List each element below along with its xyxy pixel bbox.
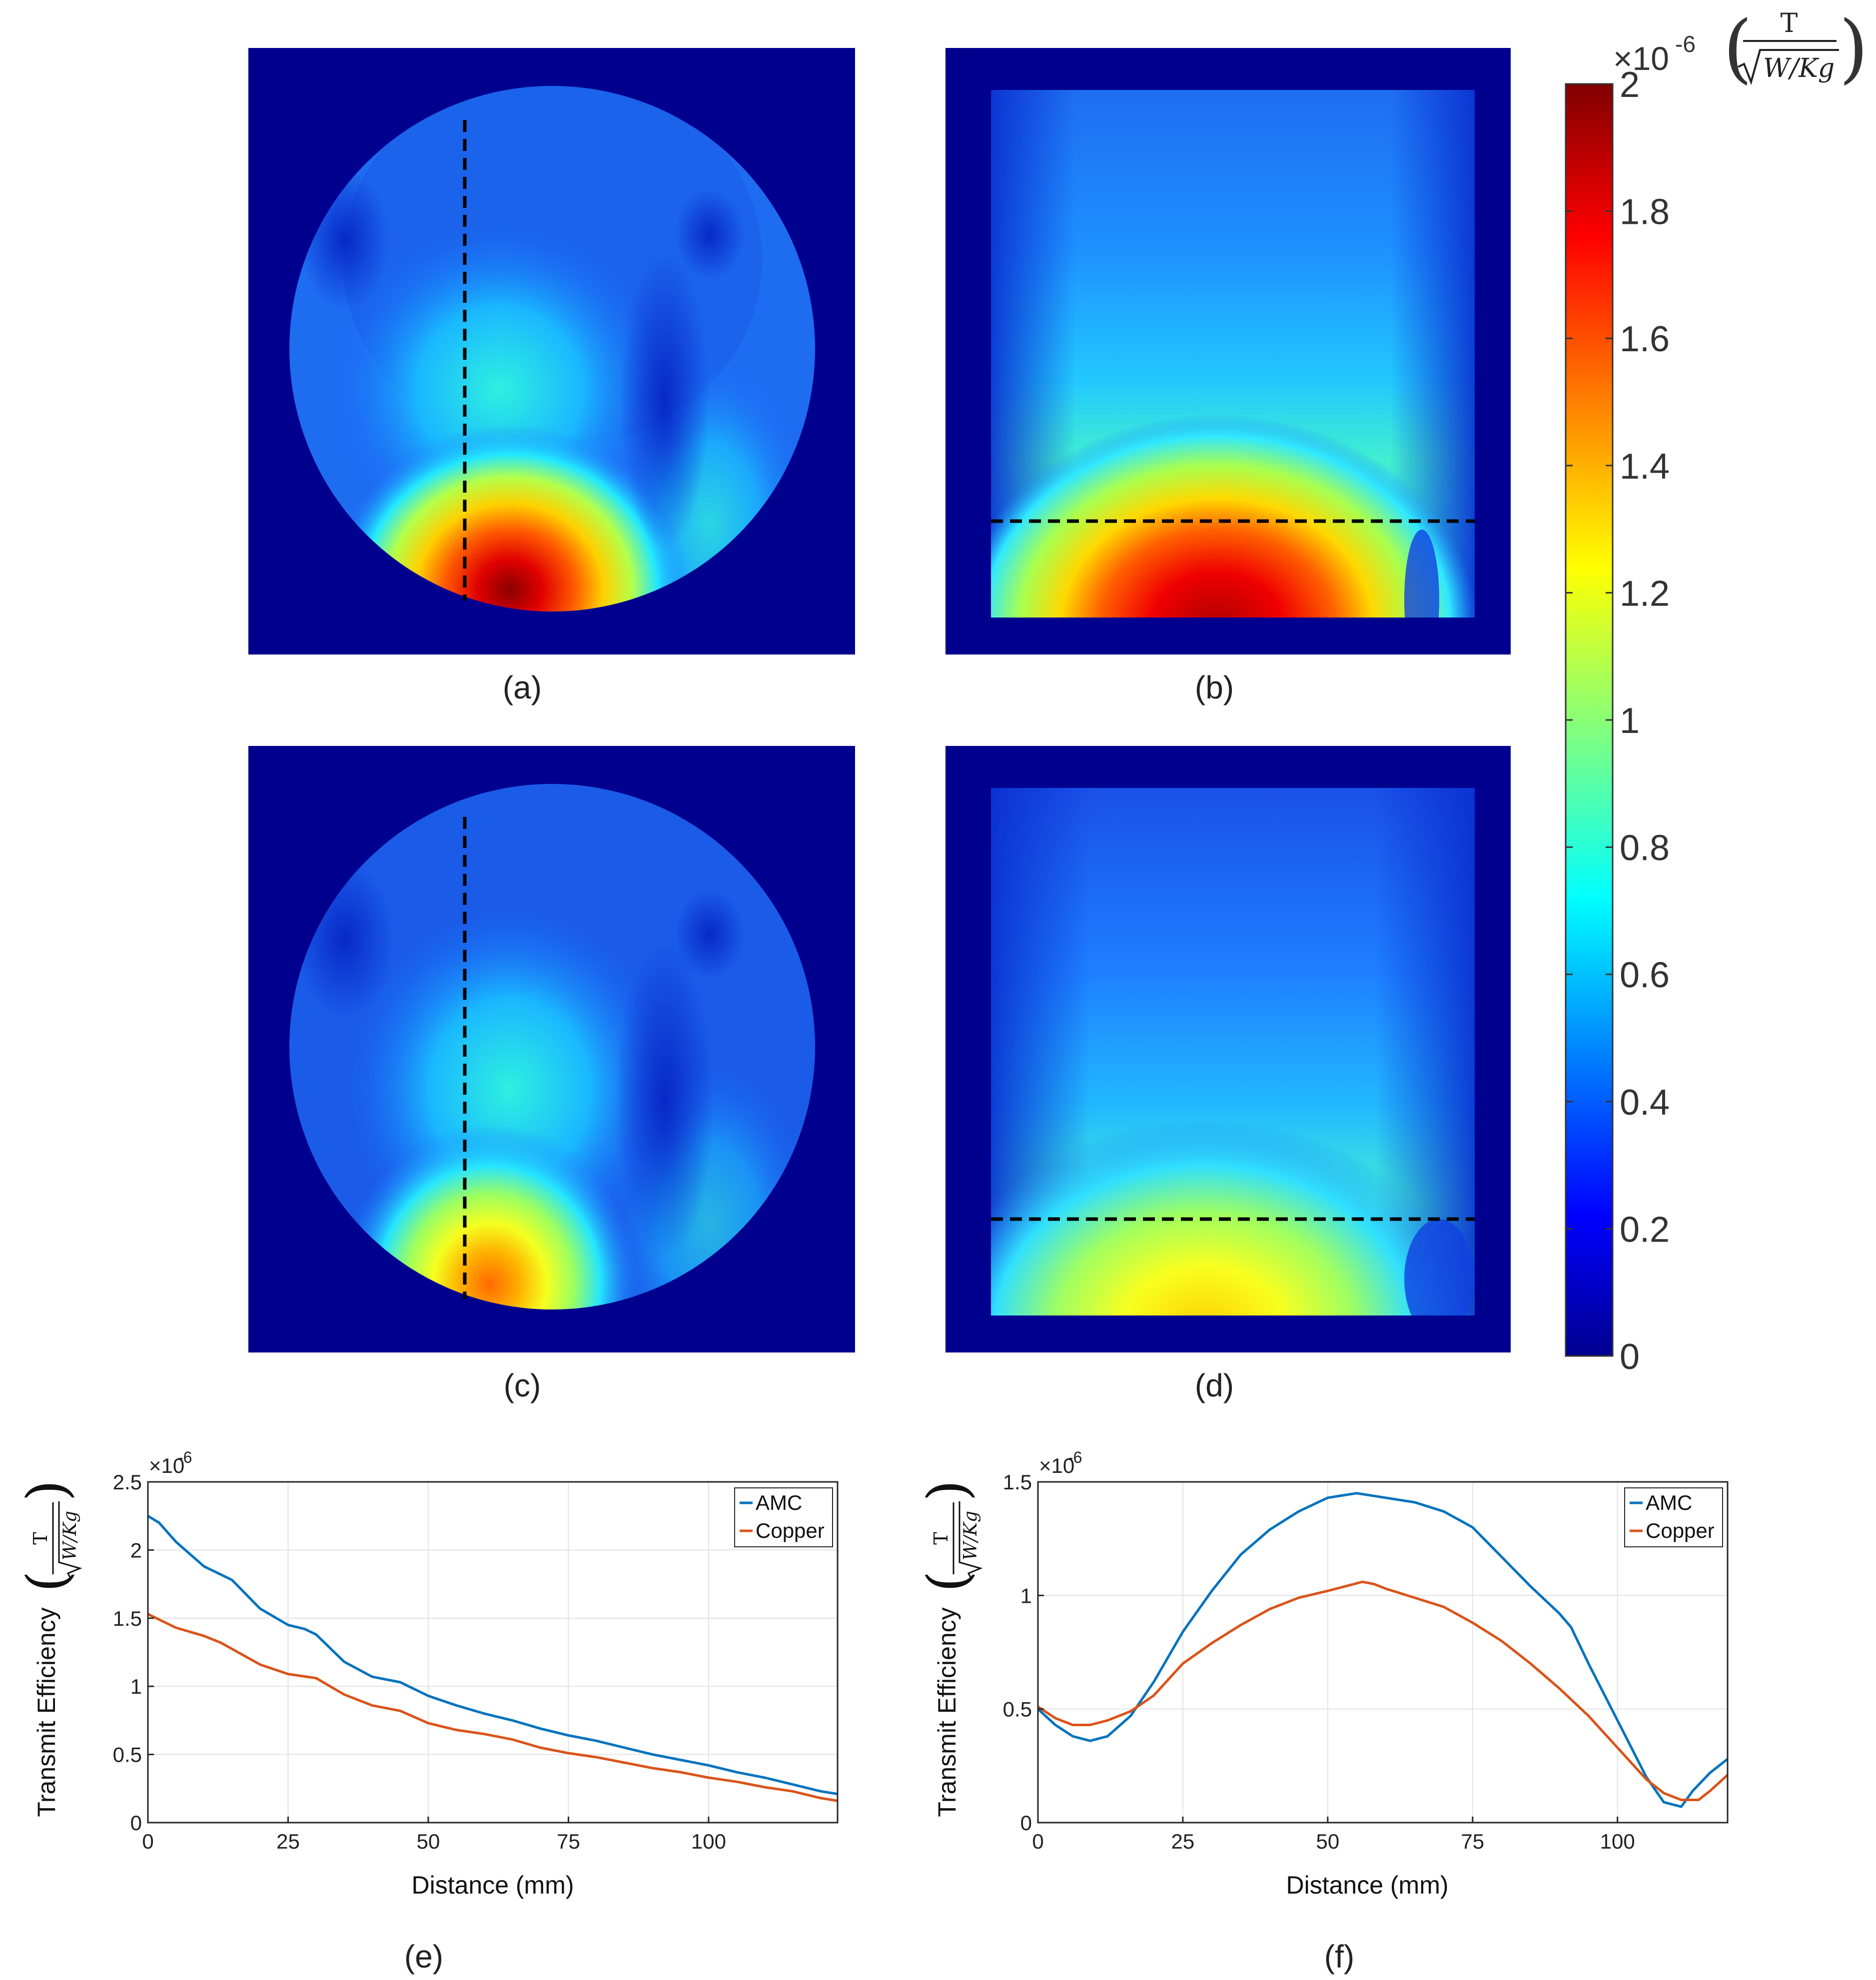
y-tick-label: 2.5: [113, 1470, 142, 1494]
chart-f-frame: [1037, 1481, 1729, 1824]
panel-label-a: (a): [503, 669, 542, 705]
chart-f-ylabel-paren-left: (: [916, 1571, 979, 1592]
x-tick-label: 100: [691, 1830, 726, 1853]
chart-e-ylabel-sqrt: [58, 1501, 82, 1578]
chart-e-xlabel: Distance (mm): [411, 1871, 574, 1899]
colorbar-paren-right: ): [1839, 5, 1869, 92]
panel-label-d: (d): [1195, 1367, 1234, 1403]
colorbar-tick-label: 1.6: [1620, 319, 1670, 359]
colorbar-tick-label: 1.4: [1620, 447, 1670, 487]
chart-f-ylabel-text: Transmit Efficiency: [933, 1607, 961, 1817]
chart-e-y-exponent: -6: [178, 1448, 192, 1466]
x-tick-label: 50: [1316, 1830, 1339, 1853]
chart-f-legend-box: [1624, 1487, 1723, 1547]
line-chart-e: 0 25 50 75 100 0 0.5 1 1.5 2 2.5 ×10 -6 Distance (…: [15, 1448, 839, 1899]
x-tick-label: 25: [276, 1830, 300, 1853]
chart-e-legend: AMC Copper: [734, 1487, 833, 1547]
y-tick-label: 0.5: [1003, 1698, 1032, 1721]
x-tick-label: 0: [142, 1830, 153, 1853]
colorbar-paren-left: (: [1723, 5, 1753, 92]
chart-f-ylabel-unit-den: W/Kg: [960, 1511, 981, 1560]
chart-f-ylabel-sqrt: [958, 1501, 983, 1578]
chart-f-ylabel-unit-num: T: [930, 1532, 952, 1544]
chart-e-lines: [148, 1514, 838, 1802]
y-tick-label: 0: [130, 1811, 142, 1835]
colorbar-unit: ( T W/Kg ): [1723, 5, 1869, 92]
y-tick-label: 1: [1020, 1584, 1032, 1607]
colorbar-unit-denominator: W/Kg: [1763, 53, 1835, 83]
chart-f-plot-area: [1038, 1482, 1728, 1823]
chart-e-ylabel-paren-right: ): [15, 1480, 79, 1501]
chart-e-frame: [147, 1481, 839, 1824]
colorbar-ticks: 0 0.2 0.4 0.6 0.8 1 1.2 1.4 1.6 1.8 2: [1566, 65, 1670, 1377]
colorbar-unit-numerator: T: [1781, 8, 1798, 38]
series-line-copper: [148, 1613, 838, 1802]
heatmap-a: [248, 48, 855, 655]
y-tick-label: 1.5: [113, 1607, 142, 1630]
chart-f-y-multiplier: ×10: [1039, 1454, 1074, 1477]
colorbar-tick-label: 0: [1620, 1337, 1640, 1377]
chart-f-xlabel: Distance (mm): [1286, 1871, 1448, 1899]
y-tick-label: 1.5: [1003, 1470, 1032, 1494]
x-tick-label: 0: [1032, 1830, 1043, 1853]
colorbar: 0 0.2 0.4 0.6 0.8 1 1.2 1.4 1.6 1.8 2 ×10 -6 ( T W…: [1565, 5, 1869, 1377]
series-line-amc: [148, 1514, 838, 1796]
chart-e-ylabel: Transmit Efficiency ( T W/Kg ): [15, 1480, 82, 1817]
chart-f-ylabel-paren-right: ): [916, 1480, 979, 1501]
colorbar-tick-label: 0.4: [1620, 1083, 1670, 1123]
x-tick-label: 25: [1171, 1830, 1195, 1853]
chart-e-ylabel-paren-left: (: [15, 1571, 79, 1592]
panel-label-b: (b): [1195, 669, 1234, 705]
panel-label-c: (c): [504, 1367, 541, 1403]
colorbar-tick-label: 0.6: [1620, 955, 1670, 995]
chart-e-ylabel-unit-den: W/Kg: [60, 1511, 80, 1560]
chart-e-ylabel-text: Transmit Efficiency: [32, 1607, 60, 1817]
chart-f-legend-copper: Copper: [1646, 1519, 1715, 1542]
y-tick-label: 1: [130, 1675, 142, 1698]
panel-label-e: (e): [404, 1939, 443, 1975]
chart-e-legend-copper: Copper: [756, 1519, 825, 1542]
colorbar-multiplier: ×10: [1613, 40, 1669, 77]
heatmap-b: [945, 48, 1511, 655]
x-tick-label: 75: [557, 1830, 580, 1853]
heatmap-c: [248, 746, 855, 1352]
colorbar-gradient: [1565, 83, 1614, 1357]
colorbar-tick-label: 0.8: [1620, 828, 1670, 868]
colorbar-tick-label: 1.8: [1620, 192, 1670, 232]
panel-label-f: (f): [1324, 1939, 1354, 1975]
chart-e-plot-area: [148, 1482, 838, 1823]
colorbar-tick-label: 1.2: [1620, 574, 1670, 614]
heatmap-d: [945, 746, 1511, 1352]
chart-f-ylabel: Transmit Efficiency ( T W/Kg ): [916, 1480, 983, 1817]
colorbar-tick-label: 0.2: [1620, 1210, 1670, 1250]
chart-f-lines: [1038, 1492, 1728, 1808]
colorbar-exponent: -6: [1675, 31, 1696, 57]
chart-e-legend-amc: AMC: [756, 1491, 802, 1514]
colorbar-unit-sqrt: [1738, 49, 1839, 85]
x-tick-label: 100: [1600, 1830, 1635, 1853]
chart-f-y-exponent: -6: [1068, 1448, 1082, 1466]
chart-e-y-multiplier: ×10: [149, 1454, 184, 1477]
chart-e-ylabel-unit-num: T: [29, 1532, 51, 1544]
chart-f-legend: AMC Copper: [1624, 1487, 1723, 1547]
series-line-copper: [1038, 1580, 1728, 1801]
colorbar-tick-label: 2: [1620, 65, 1640, 105]
chart-e-legend-box: [734, 1487, 833, 1547]
y-tick-label: 0: [1020, 1811, 1032, 1835]
x-tick-label: 50: [417, 1830, 440, 1853]
chart-f-legend-amc: AMC: [1646, 1491, 1692, 1514]
y-tick-label: 2: [130, 1538, 142, 1562]
x-tick-label: 75: [1461, 1830, 1484, 1853]
chart-e-ticks: 0 25 50 75 100 0 0.5 1 1.5 2 2.5: [113, 1470, 726, 1853]
chart-f-ticks: 0 25 50 75 100 0 0.5 1 1.5: [1003, 1470, 1635, 1853]
y-tick-label: 0.5: [113, 1743, 142, 1767]
colorbar-tick-label: 1: [1620, 701, 1640, 741]
